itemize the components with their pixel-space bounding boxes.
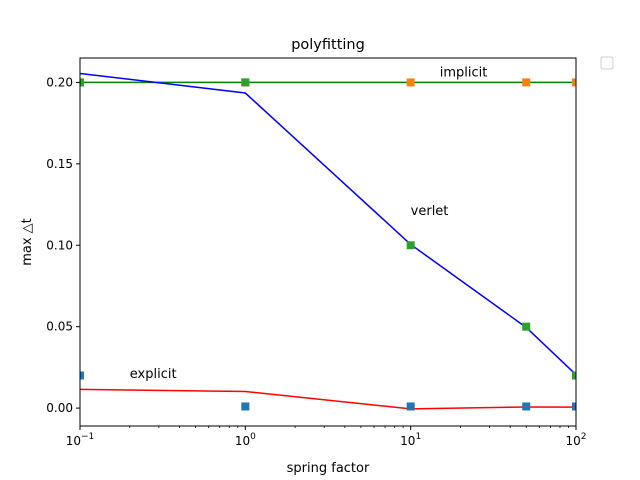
plot-frame xyxy=(79,57,577,427)
scatter-point xyxy=(406,78,415,87)
x-axis: 10−1 100 101 102 xyxy=(66,426,587,448)
x-tick-label: 101 xyxy=(400,432,421,448)
y-tick-label: 0.20 xyxy=(46,75,73,89)
scatter-point xyxy=(80,371,84,380)
x-tick-label: 102 xyxy=(565,432,586,448)
y-tick-label: 0.10 xyxy=(46,238,73,252)
scatter-point xyxy=(522,322,531,331)
chart-title: polyfitting xyxy=(291,37,365,53)
scatter-point xyxy=(406,241,415,250)
x-axis-label: spring factor xyxy=(287,461,370,476)
x-tick-label: 10−1 xyxy=(66,432,95,448)
y-tick-label: 0.15 xyxy=(46,157,73,171)
scatter-point xyxy=(241,78,250,87)
scatter-point xyxy=(572,371,576,380)
scatter-point xyxy=(522,402,531,411)
scatter-point xyxy=(522,78,531,87)
scatter-point xyxy=(572,78,576,87)
x-tick-label: 100 xyxy=(235,432,256,448)
y-axis-label: max △t xyxy=(20,218,35,266)
legend-box xyxy=(600,56,614,70)
y-tick-label: 0.00 xyxy=(46,401,73,415)
annotation-label: verlet xyxy=(411,204,449,219)
y-tick-label: 0.05 xyxy=(46,320,73,334)
scatter-point xyxy=(572,402,576,411)
scatter-point xyxy=(406,402,415,411)
annotation-label: explicit xyxy=(130,367,177,382)
annotation-label: implicit xyxy=(440,66,488,81)
scatter-point xyxy=(80,78,84,87)
scatter-point xyxy=(241,402,250,411)
y-axis: 0.00 0.05 0.10 0.15 0.20 xyxy=(46,75,80,415)
plot-series xyxy=(80,72,576,411)
plot-area: implicit verlet explicit xyxy=(80,66,576,411)
